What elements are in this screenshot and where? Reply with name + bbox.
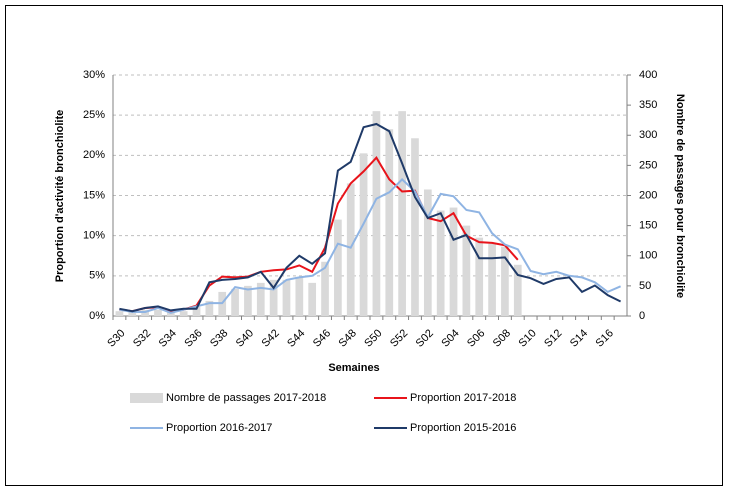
x-tick-label: S36: [182, 327, 204, 349]
y2-tick-label: 200: [639, 189, 657, 201]
bar: [321, 261, 329, 316]
line: [119, 156, 519, 313]
legend-label: Nombre de passages 2017-2018: [166, 392, 326, 404]
y-tick-label: 20%: [83, 149, 105, 161]
bar: [513, 264, 522, 316]
x-tick-label: S32: [131, 327, 153, 349]
x-tick-label: S12: [542, 327, 564, 349]
x-tick-label: S02: [414, 327, 436, 349]
legend-swatch: [130, 393, 163, 403]
bar: [115, 311, 124, 316]
x-tick-label: S38: [208, 327, 230, 349]
x-tick-label: S08: [491, 327, 513, 349]
x-tick-label: S50: [362, 327, 384, 349]
bar: [423, 189, 432, 316]
bar: [295, 276, 304, 316]
x-tick-label: S30: [105, 327, 127, 349]
x-axis-title: Semaines: [328, 362, 379, 374]
y-axis-title: Proportion d'activité bronchiolite: [54, 110, 66, 283]
y2-axis-title: Nombre de passages pour bronchiolite: [674, 94, 686, 298]
x-tick-label: S42: [259, 327, 281, 349]
bar: [256, 282, 265, 316]
x-tick-label: S46: [311, 327, 333, 349]
bar: [462, 225, 471, 316]
bar: [244, 285, 252, 316]
x-tick-label: S48: [337, 327, 359, 349]
bar: [308, 282, 317, 316]
bar: [436, 210, 445, 316]
x-tick-label: S16: [594, 327, 616, 349]
y-tick-label: 15%: [83, 189, 105, 201]
y2-tick-label: 150: [639, 220, 657, 232]
frame: [5, 5, 723, 486]
legend-label: Proportion 2015-2016: [410, 422, 516, 434]
bar: [501, 246, 509, 316]
x-tick-label: S52: [388, 327, 410, 349]
legend-label: Proportion 2017-2018: [410, 392, 516, 404]
bar: [359, 153, 368, 316]
y2-tick-label: 100: [639, 250, 657, 262]
bar: [385, 129, 394, 316]
bar: [411, 138, 419, 316]
bar: [269, 279, 278, 316]
y2-tick-label: 50: [639, 280, 651, 292]
y2-tick-label: 400: [639, 69, 657, 81]
y2-tick-label: 0: [639, 310, 645, 322]
legend-label: Proportion 2016-2017: [166, 422, 272, 434]
bar: [205, 300, 214, 316]
bar: [488, 243, 496, 316]
y2-tick-label: 300: [639, 129, 657, 141]
bar: [346, 183, 355, 316]
x-tick-label: S34: [157, 327, 179, 349]
bar: [449, 207, 458, 316]
bar: [128, 312, 137, 316]
x-tick-label: S06: [465, 327, 487, 349]
bar: [334, 219, 342, 316]
y-tick-label: 10%: [83, 230, 105, 242]
y-tick-label: 30%: [83, 69, 105, 81]
line: [119, 122, 622, 313]
line: [119, 178, 621, 314]
y2-tick-label: 250: [639, 159, 657, 171]
x-tick-label: S40: [234, 327, 256, 349]
y2-tick-label: 350: [639, 99, 657, 111]
bar: [154, 309, 162, 316]
y-tick-label: 0%: [89, 310, 105, 322]
bar: [179, 311, 188, 316]
x-tick-label: S14: [568, 327, 590, 349]
bar: [231, 288, 239, 316]
bar: [166, 312, 175, 316]
bar: [475, 237, 484, 316]
y-tick-label: 5%: [89, 270, 105, 282]
x-tick-label: S44: [285, 327, 307, 349]
x-tick-label: S10: [516, 327, 538, 349]
bar: [372, 111, 381, 317]
bar: [282, 279, 291, 316]
bar: [398, 111, 406, 317]
bar: [192, 306, 201, 316]
y-tick-label: 25%: [83, 109, 105, 121]
x-tick-label: S04: [439, 327, 461, 349]
